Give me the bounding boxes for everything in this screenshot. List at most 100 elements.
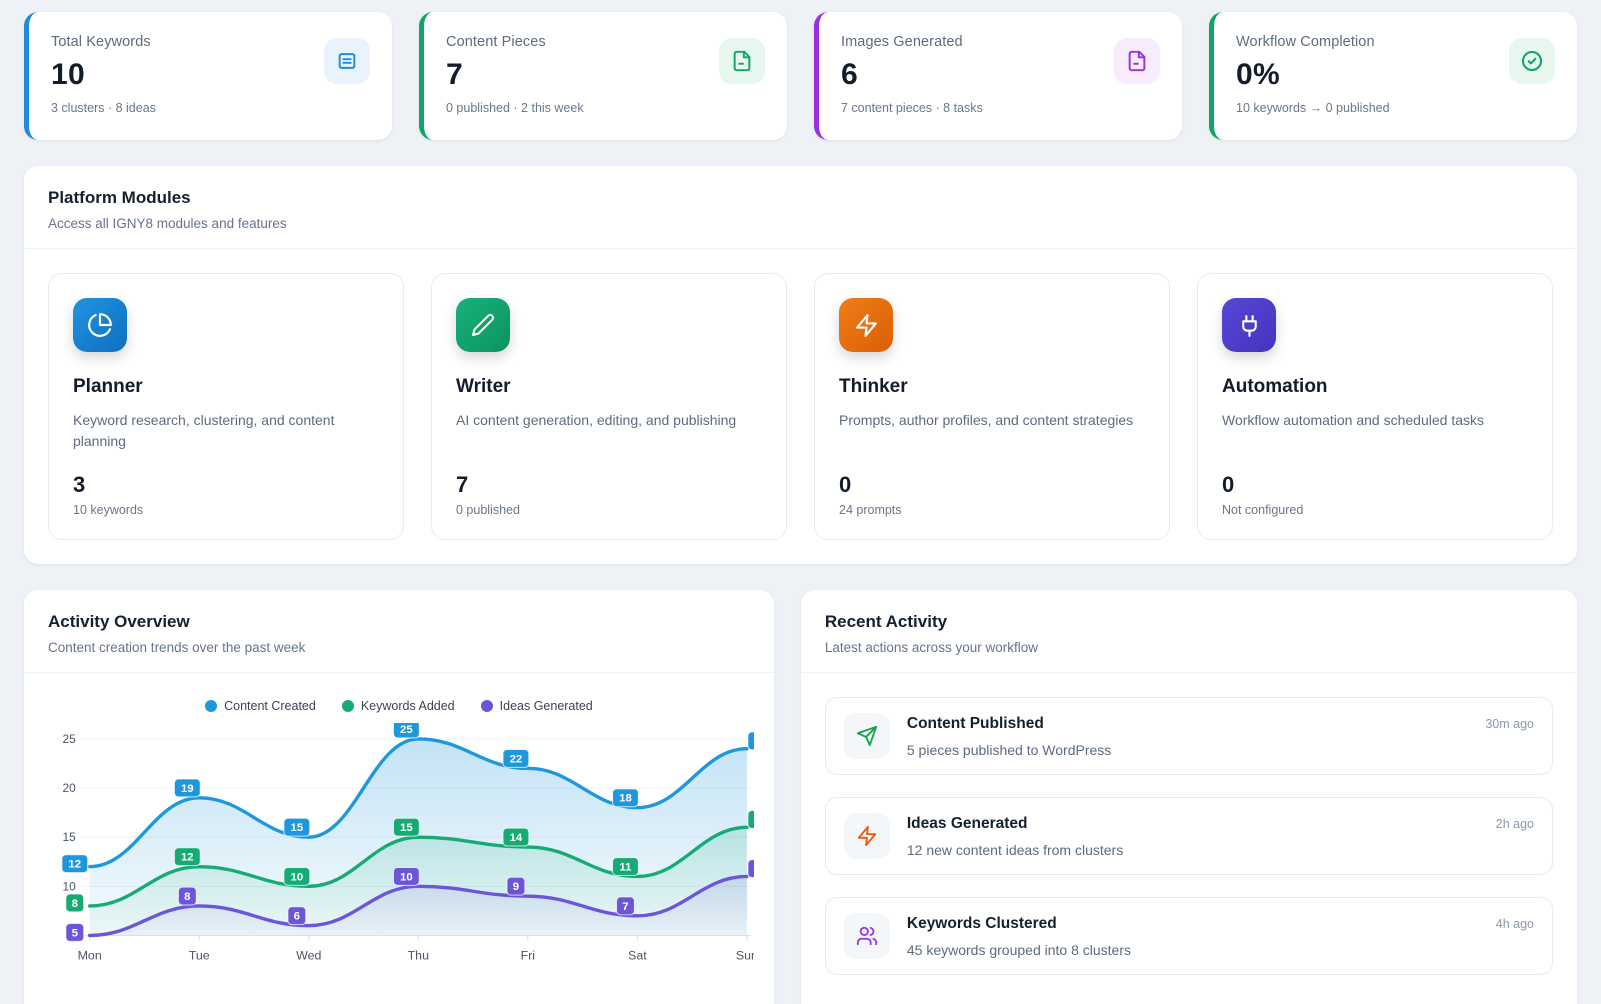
stat-card-images-generated: Images Generated 6 7 content pieces · 8 … [814,12,1182,140]
module-card-automation[interactable]: Automation Workflow automation and sched… [1197,273,1553,540]
stat-sub: 7 content pieces · 8 tasks [841,101,983,115]
legend-label: Content Created [224,699,316,713]
activity-description: 12 new content ideas from clusters [906,842,1124,858]
module-card-planner[interactable]: Planner Keyword research, clustering, an… [48,273,404,540]
module-description: Prompts, author profiles, and content st… [839,412,1134,428]
svg-text:14: 14 [510,832,523,844]
svg-text:Sat: Sat [628,948,647,962]
plug-icon [1222,298,1276,352]
activity-title: Content Published [906,715,1044,732]
pencil-icon [456,298,510,352]
svg-text:Mon: Mon [78,948,102,962]
module-name: Thinker [839,376,908,397]
svg-text:9: 9 [513,881,519,893]
platform-modules-header: Platform Modules Access all IGNY8 module… [24,166,1577,249]
activity-time: 4h ago [1495,917,1534,931]
line-chart: 5 10 15 20 25 Mon Tue Wed Thu Fri Sat Sun 12 19 15 25 22… [61,723,754,962]
module-stat-label: 24 prompts [839,503,902,517]
modules-grid: Planner Keyword research, clustering, an… [24,249,1577,564]
module-name: Automation [1222,376,1328,397]
svg-text:25: 25 [400,724,413,736]
stat-label: Workflow Completion [1236,34,1375,50]
legend-dot [480,700,493,712]
send-icon [843,713,890,759]
legend-item[interactable]: Content Created [205,699,316,713]
svg-text:22: 22 [510,753,523,765]
legend-dot [341,700,354,712]
svg-text:8: 8 [184,891,190,903]
activity-description: 45 keywords grouped into 8 clusters [906,942,1131,958]
activity-overview-header: Activity Overview Content creation trend… [24,590,774,673]
module-card-writer[interactable]: Writer AI content generation, editing, a… [431,273,787,540]
stat-value: 10 [51,58,85,91]
pie-chart-icon [73,298,127,352]
legend-dot [205,700,218,712]
svg-text:11: 11 [619,862,632,874]
recent-activity-header: Recent Activity Latest actions across yo… [800,590,1577,673]
bottom-row: Activity Overview Content creation trend… [24,590,1577,1004]
svg-text:10: 10 [400,871,413,883]
stat-value: 6 [841,58,858,91]
svg-text:19: 19 [181,783,194,795]
file-text-icon [719,38,765,84]
chart-legend: Content Created Keywords Added Ideas Gener… [44,685,754,723]
lightning-icon [843,813,890,859]
activity-list: Content Published 30m ago 5 pieces publi… [801,673,1577,999]
stat-sub: 0 published · 2 this week [446,101,584,115]
svg-text:18: 18 [619,793,632,805]
svg-text:8: 8 [72,898,78,910]
users-icon [843,913,890,959]
stat-card-content-pieces: Content Pieces 7 0 published · 2 this we… [419,12,787,140]
list-icon [324,38,370,84]
legend-label: Ideas Generated [499,699,593,713]
module-stat-value: 7 [456,472,469,497]
activity-time: 30m ago [1485,717,1534,731]
svg-text:5: 5 [72,927,79,939]
svg-text:12: 12 [68,859,81,871]
stat-label: Total Keywords [51,34,151,50]
module-stat-label: Not configured [1222,503,1304,517]
activity-overview-panel: Activity Overview Content creation trend… [24,590,774,1004]
stats-row: Total Keywords 10 3 clusters · 8 ideas C… [24,12,1577,140]
legend-item[interactable]: Ideas Generated [480,699,593,713]
activity-item-ideas-generated[interactable]: Ideas Generated 2h ago 12 new content id… [824,797,1553,875]
svg-text:15: 15 [291,822,304,834]
stat-card-total-keywords: Total Keywords 10 3 clusters · 8 ideas [24,12,392,140]
activity-item-keywords-clustered[interactable]: Keywords Clustered 4h ago 45 keywords gr… [824,897,1553,975]
svg-text:Tue: Tue [189,948,210,962]
stat-value: 0% [1236,58,1280,91]
activity-description: 5 pieces published to WordPress [906,742,1112,758]
stat-value: 7 [446,58,463,91]
module-name: Planner [73,376,143,397]
activity-title: Keywords Clustered [906,915,1057,932]
platform-modules-panel: Platform Modules Access all IGNY8 module… [24,166,1577,564]
module-name: Writer [456,376,511,397]
svg-text:25: 25 [63,732,77,746]
stat-sub: 10 keywords → 0 published [1236,101,1390,115]
activity-title: Ideas Generated [906,815,1028,832]
module-description: Keyword research, clustering, and conten… [73,412,335,449]
svg-text:6: 6 [294,911,300,923]
svg-text:12: 12 [181,852,194,864]
svg-text:Wed: Wed [296,948,321,962]
panel-title: Recent Activity [824,612,948,631]
legend-label: Keywords Added [360,699,455,713]
svg-text:10: 10 [291,871,304,883]
module-stat-value: 0 [1222,472,1235,497]
lightning-icon [839,298,893,352]
legend-item[interactable]: Keywords Added [341,699,455,713]
svg-text:7: 7 [622,901,628,913]
module-description: Workflow automation and scheduled tasks [1222,412,1484,428]
svg-text:Sun: Sun [736,948,754,962]
panel-title: Platform Modules [48,188,191,207]
module-stat-value: 3 [73,472,86,497]
module-stat-label: 0 published [456,503,520,517]
panel-subtitle: Latest actions across your workflow [824,640,1038,655]
panel-title: Activity Overview [48,612,190,631]
activity-item-content-published[interactable]: Content Published 30m ago 5 pieces publi… [824,697,1553,775]
svg-text:15: 15 [63,830,77,844]
svg-text:15: 15 [400,822,413,834]
module-card-thinker[interactable]: Thinker Prompts, author profiles, and co… [814,273,1170,540]
module-description: AI content generation, editing, and publ… [456,412,737,428]
